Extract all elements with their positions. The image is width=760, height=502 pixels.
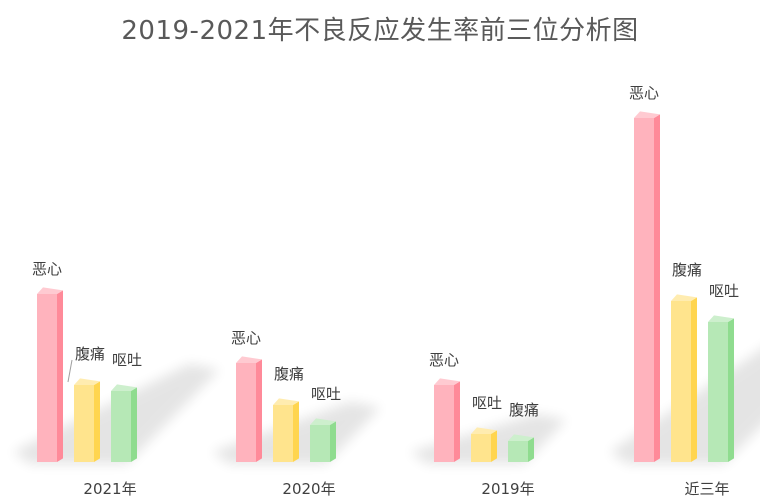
bar-label: 呕吐 bbox=[311, 385, 341, 403]
label-leader-line bbox=[67, 359, 73, 383]
bar bbox=[236, 356, 262, 462]
bar-label: 恶心 bbox=[231, 329, 261, 347]
bar bbox=[471, 427, 497, 462]
bar bbox=[508, 434, 534, 462]
bar-side-face bbox=[654, 114, 660, 463]
bar-top-face bbox=[111, 384, 137, 391]
bar-top-face bbox=[708, 315, 734, 322]
bar-front-face bbox=[508, 441, 528, 462]
category-label: 2021年 bbox=[83, 480, 136, 498]
bar-label: 腹痛 bbox=[274, 365, 304, 383]
bar-front-face bbox=[471, 434, 491, 462]
bar-front-face bbox=[708, 322, 728, 462]
bar-side-face bbox=[691, 297, 697, 462]
bar-side-face bbox=[528, 437, 534, 462]
bar-label: 腹痛 bbox=[75, 345, 105, 363]
chart-title: 2019-2021年不良反应发生率前三位分析图 bbox=[121, 16, 639, 46]
bar-top-face bbox=[310, 418, 336, 425]
bar-front-face bbox=[310, 425, 330, 462]
bar bbox=[634, 111, 660, 463]
bar-top-face bbox=[671, 294, 697, 301]
bar-side-face bbox=[94, 381, 100, 462]
bar bbox=[111, 384, 137, 462]
bar-side-face bbox=[491, 430, 497, 462]
bar-top-face bbox=[273, 398, 299, 405]
bar-front-face bbox=[236, 363, 256, 462]
bar bbox=[671, 294, 697, 462]
bar-label: 呕吐 bbox=[112, 351, 142, 369]
bar-top-face bbox=[37, 287, 63, 294]
bar-label: 恶心 bbox=[629, 84, 659, 102]
bar bbox=[310, 418, 336, 462]
bar-label: 腹痛 bbox=[509, 401, 539, 419]
bar bbox=[37, 287, 63, 462]
bar-side-face bbox=[454, 381, 460, 462]
bar bbox=[74, 378, 100, 462]
category-label: 近三年 bbox=[684, 480, 729, 498]
bar-front-face bbox=[74, 385, 94, 462]
bar-front-face bbox=[37, 294, 57, 462]
bar-top-face bbox=[74, 378, 100, 385]
bar-side-face bbox=[728, 318, 734, 462]
bar-front-face bbox=[634, 118, 654, 462]
bar-label: 恶心 bbox=[32, 260, 62, 278]
bar-front-face bbox=[273, 405, 293, 462]
bar-side-face bbox=[330, 421, 336, 462]
bar-side-face bbox=[57, 290, 63, 462]
category-label: 2019年 bbox=[481, 480, 534, 498]
bar-side-face bbox=[131, 387, 137, 462]
bar-top-face bbox=[236, 356, 262, 363]
bar bbox=[273, 398, 299, 462]
bar-front-face bbox=[111, 391, 131, 462]
bar bbox=[708, 315, 734, 462]
bar-label: 呕吐 bbox=[472, 394, 502, 412]
bar-label: 腹痛 bbox=[672, 261, 702, 279]
bar-label: 呕吐 bbox=[709, 282, 739, 300]
bar-top-face bbox=[434, 378, 460, 385]
bar-side-face bbox=[256, 359, 262, 462]
bar-label: 恶心 bbox=[429, 351, 459, 369]
bar-front-face bbox=[434, 385, 454, 462]
bar-front-face bbox=[671, 301, 691, 462]
bar-top-face bbox=[634, 111, 660, 118]
category-label: 2020年 bbox=[282, 480, 335, 498]
bar-top-face bbox=[471, 427, 497, 434]
bar bbox=[434, 378, 460, 462]
bar-top-face bbox=[508, 434, 534, 441]
bar-side-face bbox=[293, 401, 299, 462]
